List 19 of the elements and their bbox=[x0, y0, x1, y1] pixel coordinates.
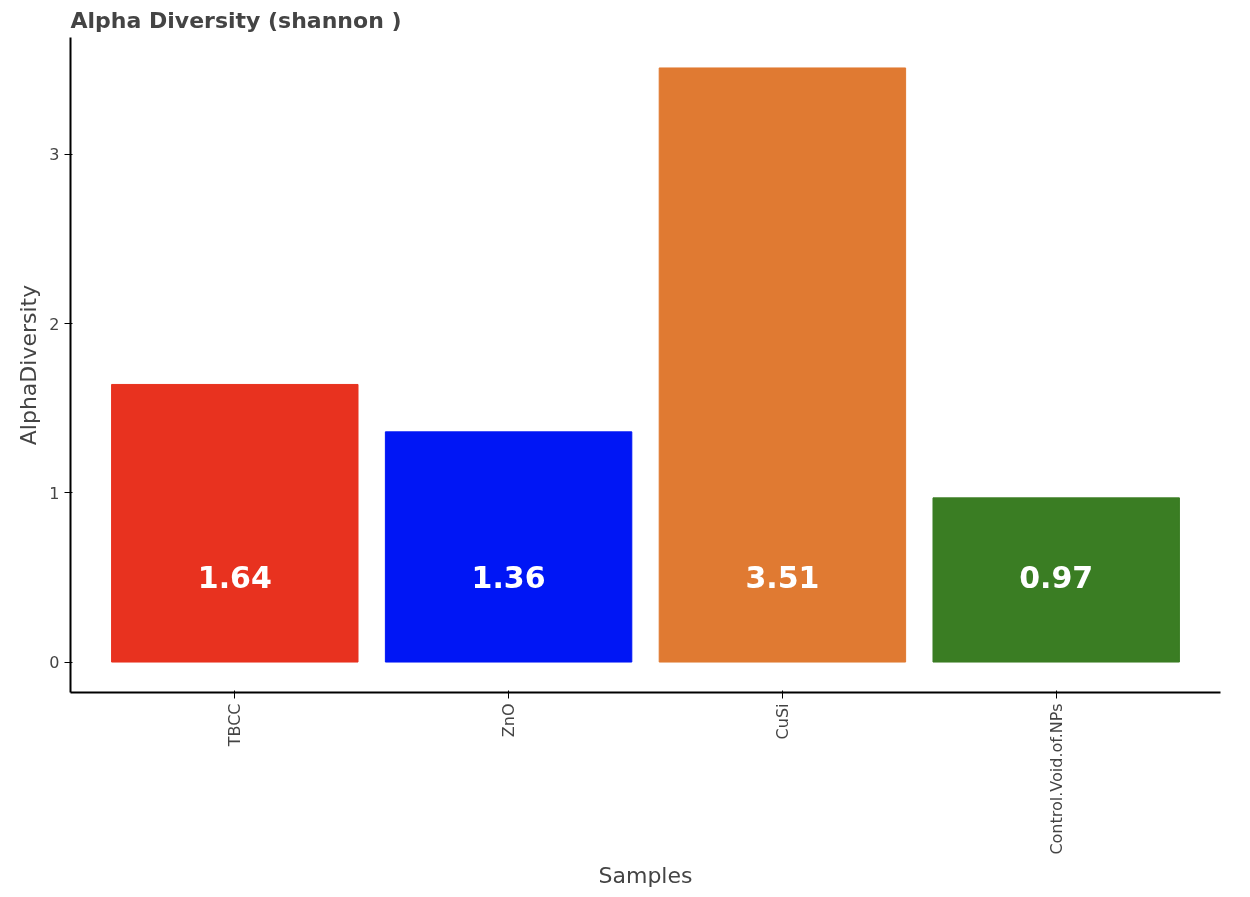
y-tick-label: 1 bbox=[49, 483, 60, 503]
bar bbox=[384, 431, 633, 663]
bar bbox=[932, 497, 1180, 663]
y-axis-title: AlphaDiversity bbox=[16, 284, 42, 446]
x-tick-label: TBCC bbox=[225, 703, 245, 748]
x-tick-label: Control.Void.of.NPs bbox=[1046, 703, 1066, 855]
chart-title: Alpha Diversity (shannon ) bbox=[70, 7, 402, 33]
data-label: 1.64 bbox=[197, 560, 272, 596]
y-tick-label: 3 bbox=[49, 145, 60, 165]
bar bbox=[658, 67, 907, 663]
data-label: 1.36 bbox=[471, 560, 546, 596]
x-tick-label: CuSi bbox=[772, 703, 792, 740]
bar bbox=[111, 383, 359, 663]
x-axis-title: Samples bbox=[598, 862, 693, 888]
y-tick-label: 2 bbox=[49, 314, 60, 334]
y-tick-label: 0 bbox=[49, 653, 60, 673]
data-label: 3.51 bbox=[745, 560, 820, 596]
data-label: 0.97 bbox=[1019, 560, 1094, 596]
x-tick-label: ZnO bbox=[499, 703, 519, 738]
